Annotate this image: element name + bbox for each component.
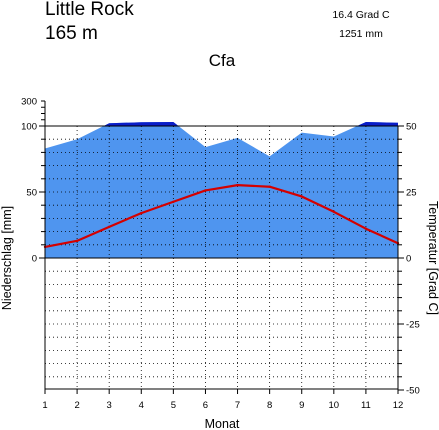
month-tick-label: 7 — [235, 400, 240, 411]
station-name: Little Rock — [45, 0, 134, 20]
month-tick-label: 3 — [107, 400, 112, 411]
precipitation-fill — [45, 122, 398, 258]
temp-tick-label: -25 — [406, 320, 420, 331]
climate-class: Cfa — [209, 51, 236, 70]
temperature-point — [268, 185, 271, 188]
precip-tick-label: 100 — [21, 122, 37, 133]
month-tick-label: 8 — [267, 400, 272, 411]
temperature-line — [44, 184, 399, 248]
month-tick-label: 10 — [329, 400, 340, 411]
month-tick-label: 5 — [171, 400, 176, 411]
month-tick-label: 12 — [393, 400, 404, 411]
temperature-point — [140, 211, 143, 215]
month-tick-label: 4 — [139, 400, 144, 411]
temperature-point — [75, 239, 79, 243]
axes — [39, 100, 404, 394]
temp-tick-label: 0 — [406, 254, 411, 265]
month-tick-label: 2 — [74, 400, 79, 411]
temp-tick-label: 50 — [406, 122, 417, 133]
station-elevation: 165 m — [45, 23, 98, 44]
month-tick-label: 1 — [42, 400, 47, 411]
temperature-point — [204, 189, 207, 192]
temperature-point — [300, 195, 303, 198]
temperature-point — [107, 225, 111, 229]
temperature-point — [364, 227, 368, 230]
temperature-point — [172, 200, 175, 203]
temp-tick-label: -50 — [406, 386, 420, 397]
precipitation-area — [45, 122, 398, 258]
month-tick-label: 9 — [299, 400, 304, 411]
month-tick-label: 11 — [361, 400, 371, 411]
grid — [45, 126, 398, 389]
annual-precipitation: 1251 mm — [339, 28, 383, 40]
temperature-series — [43, 183, 400, 249]
month-tick-label: 6 — [203, 400, 208, 411]
precip-tick-label: 0 — [32, 254, 37, 265]
y-axis-label-left: Niederschlag [mm] — [0, 206, 14, 310]
temperature-point — [236, 183, 239, 187]
temp-tick-label: 25 — [406, 188, 417, 199]
y-axis-label-right: Temperatur [Grad C] — [426, 201, 439, 315]
precipitation-excess — [45, 122, 398, 126]
precip-tick-label: 50 — [26, 188, 37, 199]
temperature-point — [332, 210, 336, 213]
mean-temperature: 16.4 Grad C — [332, 9, 390, 21]
precip-tick-label: 300 — [21, 97, 37, 108]
x-axis-label: Monat — [205, 417, 240, 430]
